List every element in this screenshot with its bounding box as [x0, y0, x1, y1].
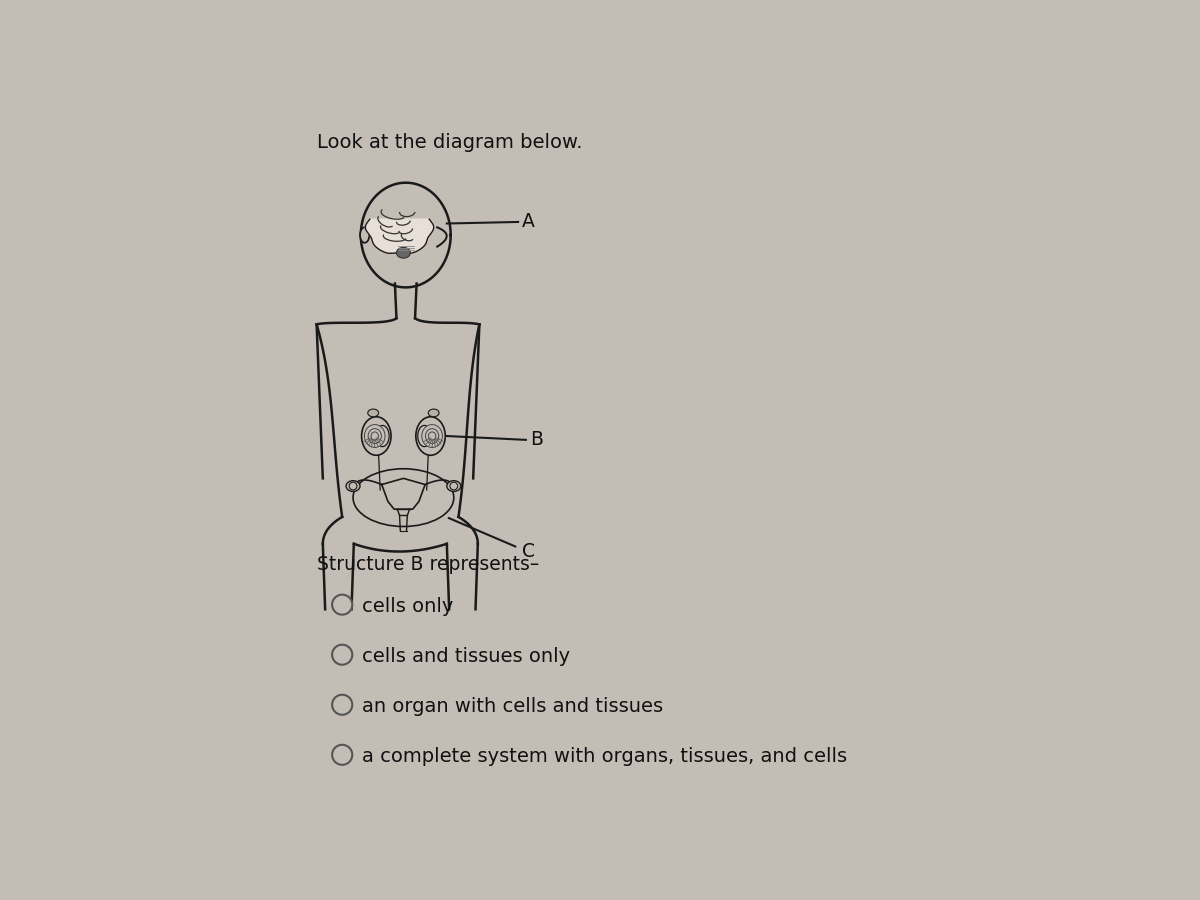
Text: a complete system with organs, tissues, and cells: a complete system with organs, tissues, … — [361, 747, 847, 766]
Text: B: B — [529, 430, 542, 449]
Ellipse shape — [371, 432, 378, 440]
Circle shape — [332, 595, 353, 615]
Ellipse shape — [396, 248, 410, 258]
Circle shape — [332, 695, 353, 715]
Text: A: A — [522, 212, 535, 231]
Ellipse shape — [365, 425, 385, 447]
Ellipse shape — [418, 426, 431, 446]
Ellipse shape — [421, 425, 443, 447]
Text: cells and tissues only: cells and tissues only — [361, 647, 570, 666]
Circle shape — [332, 745, 353, 765]
Polygon shape — [382, 479, 425, 509]
Text: Structure B represents–: Structure B represents– — [317, 554, 539, 573]
Text: an organ with cells and tissues: an organ with cells and tissues — [361, 698, 662, 716]
Circle shape — [349, 482, 356, 490]
Ellipse shape — [368, 428, 382, 444]
Ellipse shape — [346, 481, 360, 491]
Ellipse shape — [446, 481, 461, 491]
Ellipse shape — [428, 432, 436, 440]
Text: cells only: cells only — [361, 597, 452, 616]
Ellipse shape — [360, 228, 370, 243]
Polygon shape — [365, 220, 433, 254]
Ellipse shape — [367, 410, 379, 417]
Text: C: C — [522, 542, 535, 561]
Ellipse shape — [353, 469, 454, 526]
Ellipse shape — [361, 417, 391, 455]
Text: Look at the diagram below.: Look at the diagram below. — [317, 132, 582, 151]
Circle shape — [332, 644, 353, 665]
Ellipse shape — [428, 410, 439, 417]
Circle shape — [450, 482, 457, 490]
Ellipse shape — [416, 417, 445, 455]
Ellipse shape — [376, 426, 389, 446]
Ellipse shape — [426, 428, 439, 444]
